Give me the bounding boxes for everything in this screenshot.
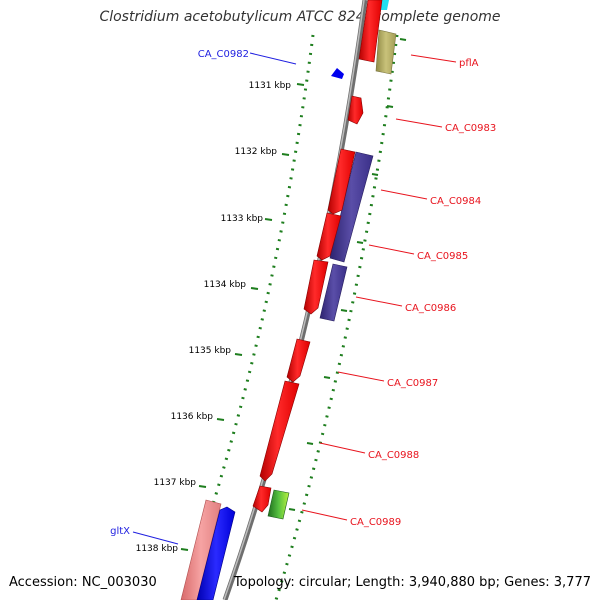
accession-text: Accession: NC_003030 [9, 575, 157, 590]
scale-label: 1133 kbp [221, 214, 264, 224]
gene-ca-c0985 [316, 212, 342, 261]
leader-line [337, 371, 385, 382]
gene-gltx-blue [196, 506, 236, 600]
tick-mark [264, 218, 273, 221]
leader-line [395, 118, 443, 128]
gene-label[interactable]: CA_C0986 [405, 303, 456, 314]
leader-line [301, 509, 348, 521]
gene-ca-c0986 [319, 263, 348, 322]
tick-mark [386, 105, 394, 108]
scale-label: 1134 kbp [204, 280, 247, 290]
inner-strand-genes [180, 68, 344, 600]
gene-ca-c0988 [259, 380, 300, 482]
tick-mark [234, 353, 243, 356]
tick-mark [288, 508, 296, 511]
scale-label: 1137 kbp [154, 478, 197, 488]
gene-label[interactable]: CA_C0983 [445, 123, 496, 134]
gene-ca-c0984-red [327, 148, 356, 215]
outer-tick-marks [288, 38, 407, 511]
gene-ca-c0987 [286, 338, 311, 383]
leader-line [132, 531, 179, 545]
gene-ca-c0986-red [303, 259, 329, 315]
genome-summary-text: Topology: circular; Length: 3,940,880 bp… [233, 575, 591, 590]
gene-label[interactable]: CA_C0989 [350, 517, 401, 528]
gene-pfla [375, 29, 397, 75]
inner-dotted-track [180, 34, 315, 600]
leader-line [380, 189, 428, 200]
outer-dotted-track [274, 34, 399, 600]
gene-gltx-pink [180, 499, 222, 600]
gene-label[interactable]: CA_C0985 [417, 251, 468, 262]
gene-label[interactable]: CA_C0984 [430, 196, 481, 207]
tick-mark [306, 442, 314, 445]
leader-line [249, 52, 297, 65]
scale-labels: 1131 kbp 1132 kbp 1133 kbp 1134 kbp 1135… [136, 81, 292, 554]
gene-top-red [358, 0, 383, 63]
tick-mark [323, 376, 331, 379]
scale-label: 1132 kbp [235, 147, 278, 157]
leader-line [319, 442, 366, 454]
leader-line [410, 54, 457, 63]
tick-mark [198, 485, 207, 488]
scale-label: 1136 kbp [171, 412, 214, 422]
tick-mark [296, 83, 305, 86]
map-title: Clostridium acetobutylicum ATCC 824, com… [99, 9, 501, 25]
tick-mark [340, 309, 348, 312]
tick-mark [250, 287, 259, 290]
genome-backbone-highlight [223, 0, 365, 600]
tick-mark [180, 548, 189, 551]
gene-label[interactable]: CA_C0987 [387, 378, 438, 389]
scale-label: 1131 kbp [249, 81, 292, 91]
genome-backbone [222, 0, 368, 600]
tick-mark [216, 418, 225, 421]
gene-ca-c0982 [331, 68, 344, 79]
tick-mark [281, 153, 290, 156]
gene-label[interactable]: pflA [459, 58, 479, 69]
gene-ca-c0989-red [252, 485, 272, 513]
scale-label: 1138 kbp [136, 544, 179, 554]
scale-label: 1135 kbp [189, 346, 232, 356]
tick-mark [371, 173, 379, 176]
gene-label[interactable]: CA_C0988 [368, 450, 419, 461]
tick-mark [399, 38, 407, 41]
reverse-strand-genes [252, 0, 383, 513]
leader-line [355, 296, 403, 307]
leader-line [368, 244, 415, 255]
forward-strand-genes [267, 0, 397, 520]
label-leader-lines [132, 52, 457, 545]
gene-labels: CA_C0982 pflA CA_C0983 CA_C0984 CA_C0985… [110, 49, 496, 537]
gene-label[interactable]: CA_C0982 [198, 49, 249, 60]
gene-ca-c0983 [347, 95, 364, 125]
gene-label[interactable]: gltX [110, 526, 130, 537]
tick-mark [356, 241, 364, 244]
gene-ca-c0989 [267, 489, 290, 520]
scale-tick-marks [180, 83, 305, 551]
